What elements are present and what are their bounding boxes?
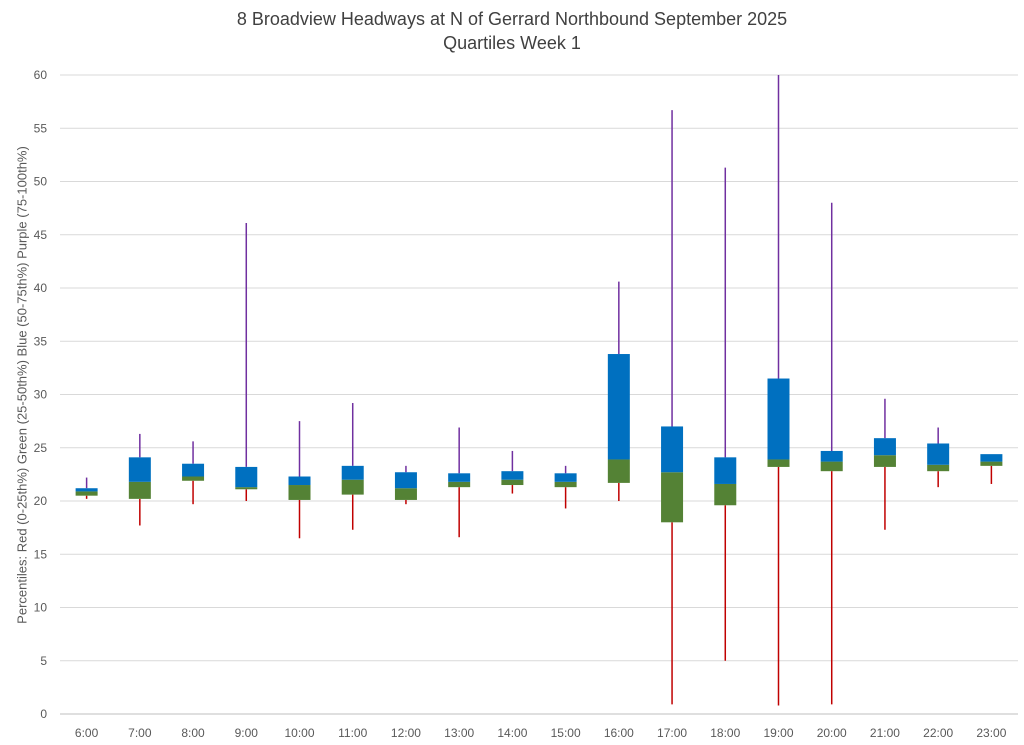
lower-box — [714, 483, 737, 506]
upper-box — [235, 466, 258, 488]
lower-box — [820, 461, 843, 472]
y-tick-label: 30 — [34, 388, 48, 402]
data-series — [75, 75, 1003, 706]
y-tick-labels: 0 5 10 15 20 25 30 35 40 45 50 55 60 — [34, 68, 48, 721]
upper-box — [661, 426, 684, 473]
x-tick-label: 11:00 — [338, 726, 367, 740]
upper-box — [767, 378, 790, 460]
chart-subtitle: Quartiles Week 1 — [443, 33, 581, 53]
upper-box — [980, 454, 1003, 462]
lower-box — [607, 459, 630, 483]
lower-box — [235, 487, 258, 490]
x-tick-label: 7:00 — [128, 726, 152, 740]
upper-box — [501, 471, 524, 480]
y-tick-label: 55 — [34, 121, 48, 135]
y-tick-label: 45 — [34, 228, 48, 242]
y-tick-label: 0 — [40, 707, 47, 721]
x-tick-label: 14:00 — [497, 726, 527, 740]
upper-box — [927, 443, 950, 465]
x-tick-label: 19:00 — [763, 726, 793, 740]
lower-box — [394, 488, 417, 500]
upper-box — [288, 476, 311, 486]
upper-box — [341, 465, 364, 480]
y-tick-label: 35 — [34, 334, 48, 348]
y-tick-label: 50 — [34, 175, 48, 189]
lower-box — [128, 481, 151, 499]
x-tick-label: 23:00 — [976, 726, 1006, 740]
lower-box — [182, 476, 205, 481]
x-tick-label: 18:00 — [710, 726, 740, 740]
x-tick-label: 10:00 — [284, 726, 314, 740]
x-tick-label: 22:00 — [923, 726, 953, 740]
chart-title: 8 Broadview Headways at N of Gerrard Nor… — [236, 9, 788, 29]
x-tick-label: 12:00 — [391, 726, 421, 740]
x-tick-label: 8:00 — [181, 726, 205, 740]
x-tick-label: 17:00 — [657, 726, 687, 740]
x-tick-labels: 6:00 7:00 8:00 9:00 10:00 11:00 12:00 13:00 14:0… — [75, 726, 1007, 740]
upper-box — [394, 472, 417, 489]
upper-box — [554, 473, 577, 482]
lower-box — [288, 485, 311, 500]
lower-box — [448, 481, 471, 488]
y-tick-label: 5 — [40, 654, 47, 668]
gridlines — [60, 74, 1018, 715]
y-tick-label: 60 — [34, 68, 48, 82]
y-tick-label: 15 — [34, 547, 48, 561]
lower-box — [554, 481, 577, 488]
upper-box — [873, 438, 896, 456]
x-tick-label: 15:00 — [551, 726, 581, 740]
upper-box — [182, 463, 205, 477]
lower-box — [980, 461, 1003, 466]
lower-box — [341, 479, 364, 495]
x-tick-label: 9:00 — [235, 726, 259, 740]
lower-box — [501, 479, 524, 486]
lower-box — [873, 455, 896, 467]
lower-box — [927, 464, 950, 472]
lower-box — [75, 491, 98, 496]
x-tick-label: 6:00 — [75, 726, 99, 740]
x-tick-label: 21:00 — [870, 726, 900, 740]
upper-box — [820, 450, 843, 462]
upper-box — [448, 473, 471, 482]
y-tick-label: 25 — [34, 441, 48, 455]
upper-box — [128, 457, 151, 482]
x-tick-label: 20:00 — [817, 726, 847, 740]
upper-box — [75, 488, 98, 492]
y-tick-label: 10 — [34, 601, 48, 615]
upper-box — [607, 354, 630, 460]
upper-box — [714, 457, 737, 484]
y-tick-label: 20 — [34, 494, 48, 508]
y-tick-label: 40 — [34, 281, 48, 295]
x-tick-label: 13:00 — [444, 726, 474, 740]
lower-box — [661, 472, 684, 523]
lower-box — [767, 459, 790, 467]
x-tick-label: 16:00 — [604, 726, 634, 740]
